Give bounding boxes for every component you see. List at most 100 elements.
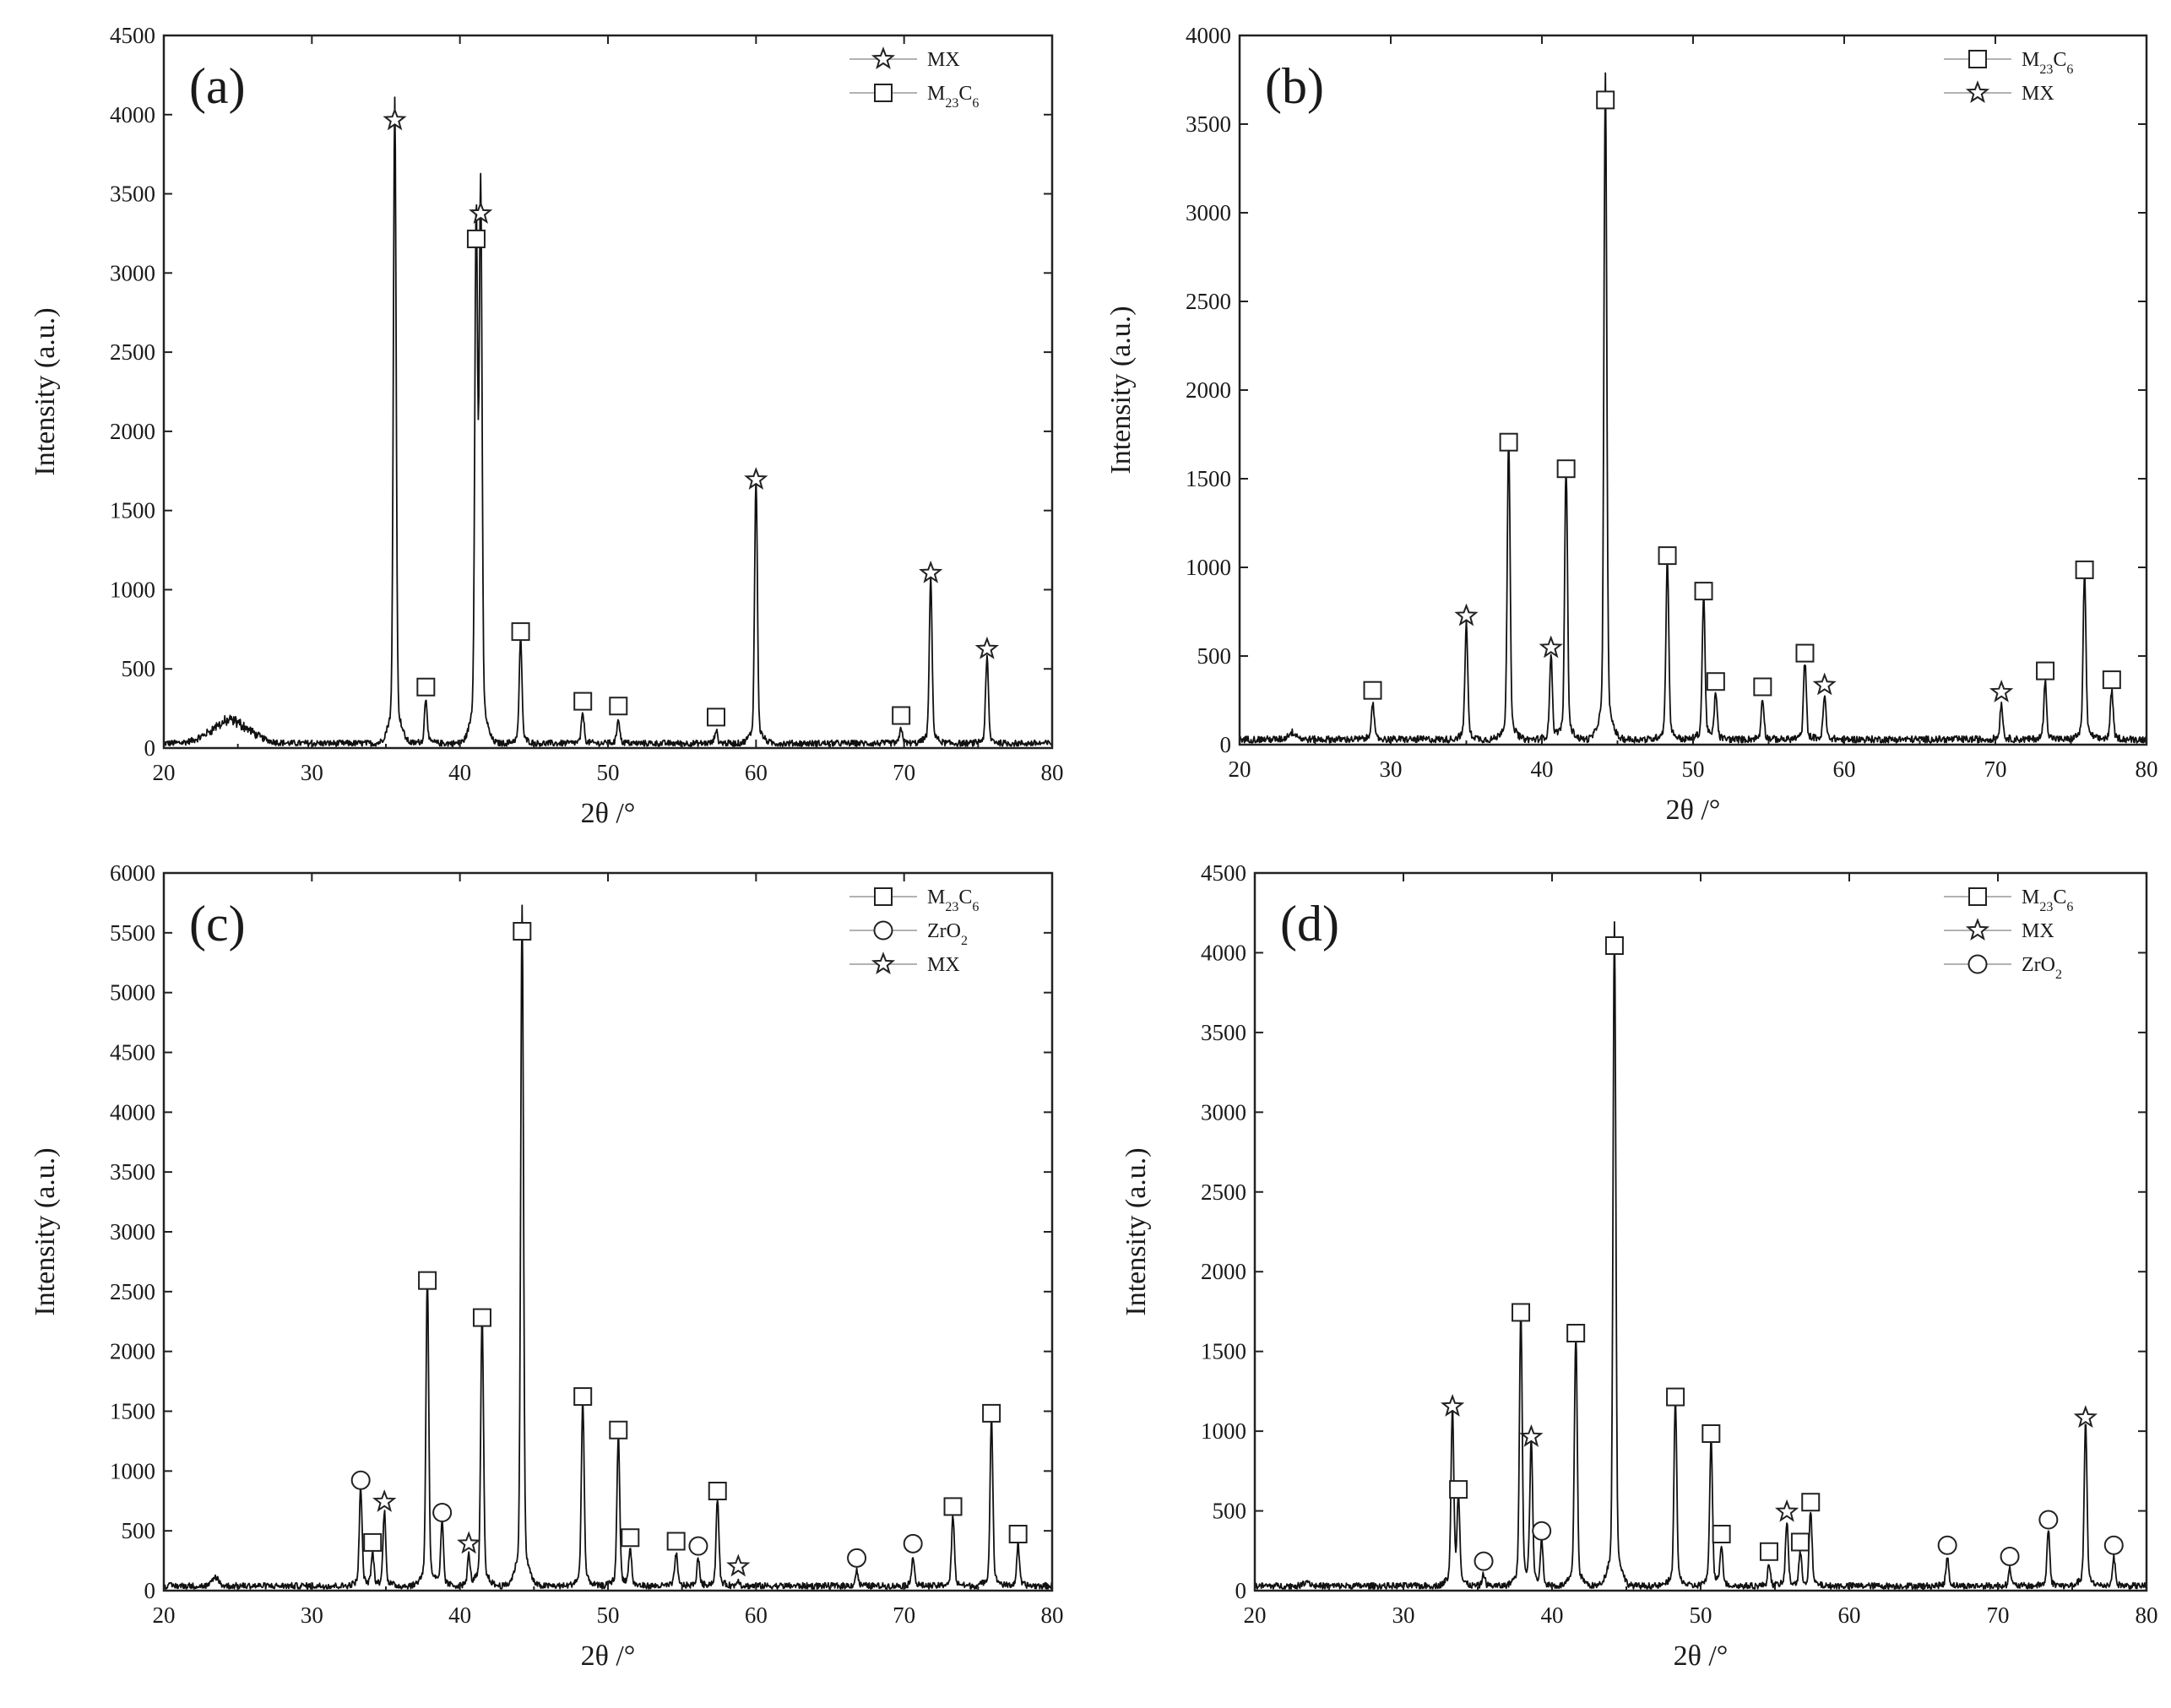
xrd-panel: 20 30 40 50 60 70 80 0 500 1000 1500 2000 2500 3000 35… [30,860,1064,1672]
legend-symbol-star [1965,80,1990,104]
y-tick-label: 3000 [110,260,155,285]
y-tick-label: 1000 [110,577,155,602]
y-tick-label: 2500 [1201,1179,1246,1205]
y-tick-label: 2500 [110,339,155,365]
peak-marker-square [1666,1387,1685,1407]
panel-label: (c) [189,896,246,952]
peak-marker-star [372,1488,397,1512]
y-tick-label: 2000 [1186,377,1231,403]
y-tick-label: 0 [1235,1578,1247,1603]
legend-symbol-circle [1967,954,1988,974]
peak-marker-circle [2038,1510,2059,1530]
peak-marker-square [1706,672,1725,691]
peak-marker-circle [2103,1535,2124,1555]
plot-frame [162,34,1054,750]
y-tick-label: 1000 [110,1458,155,1483]
y-tick-label: 4000 [1186,23,1231,48]
peak-marker-square [472,1308,491,1327]
legend-symbol-square [874,887,893,906]
legend-label: M23C6 [927,887,979,914]
peak-marker-square [2075,560,2094,579]
legend-label: MX [2022,920,2054,942]
legend-label: MX [927,954,960,976]
y-tick-label: 2000 [1201,1259,1246,1284]
peak-marker-star [469,201,493,225]
y-tick-label: 1500 [110,498,155,523]
xrd-panel: 20 30 40 50 60 70 80 0 500 1000 1500 2000 2500 3000 35… [30,23,1064,829]
peak-marker-square [573,1387,593,1407]
legend-label: M23C6 [2022,887,2073,914]
y-tick-label: 1500 [1201,1339,1246,1364]
peak-marker-square [1449,1480,1468,1499]
peak-marker-square [1556,459,1576,479]
peak-marker-star [1454,603,1479,626]
diffraction-pattern-line [1239,72,2147,744]
x-tick-label: 30 [301,760,323,785]
peak-marker-square [1790,1532,1810,1552]
peak-marker-circle [432,1503,453,1522]
legend: M23C6 MX ZrO2 [1944,887,2073,982]
x-axis-label: 2θ /° [1666,794,1721,826]
peak-marker-square [609,1420,628,1440]
x-tick-label: 60 [1833,756,1856,782]
peak-marker-square [1759,1542,1778,1561]
peak-marker-square [466,229,486,248]
peak-marker-square [706,708,725,727]
x-tick-label: 30 [1380,756,1403,782]
peak-marker-circle [688,1536,708,1556]
x-tick-label: 80 [1041,760,1064,785]
y-axis-label: Intensity (a.u.) [30,307,61,475]
y-tick-label: 0 [144,1578,156,1603]
legend-label: ZrO2 [2022,954,2062,982]
legend-symbol-circle [873,920,893,941]
x-tick-label: 20 [1244,1602,1267,1628]
legend-symbol-star [1965,918,1990,941]
peak-marker-square [2036,661,2055,680]
peak-marker-star [2073,1405,2098,1429]
peak-marker-square [892,706,911,725]
panel-label: (b) [1265,58,1324,114]
peak-marker-square [573,691,593,711]
y-tick-label: 6000 [110,860,155,886]
y-tick-label: 3500 [110,182,155,207]
peak-marker-circle [1937,1535,1957,1555]
peak-marker-square [621,1528,640,1548]
diffraction-pattern-line [163,904,1053,1590]
x-tick-label: 40 [448,760,471,785]
peak-marker-square [1801,1493,1821,1512]
peak-marker-square [1658,546,1677,566]
peak-marker-square [2102,670,2121,690]
peak-marker-star [1774,1499,1799,1522]
peak-marker-star [1812,672,1837,696]
peak-marker-square [1795,643,1815,663]
y-tick-label: 5500 [110,920,155,946]
peak-marker-square [1499,432,1518,452]
panel-label: (a) [189,58,246,114]
peak-marker-star [726,1553,751,1577]
y-tick-label: 500 [122,656,156,681]
x-tick-label: 60 [745,1602,768,1628]
peak-marker-square [363,1532,383,1552]
peak-marker-star [457,1531,481,1554]
y-axis-label: Intensity (a.u.) [1121,1147,1152,1315]
legend: M23C6 ZrO2 MX [849,887,979,976]
peak-marker-star [383,107,407,131]
peak-marker-circle [1474,1551,1494,1571]
plot-frame [162,871,1054,1592]
y-tick-label: 1000 [1186,555,1231,580]
peak-marker-square [1596,90,1615,110]
x-axis-label: 2θ /° [581,798,636,829]
y-tick-label: 3000 [110,1219,155,1244]
x-tick-label: 60 [745,760,768,785]
y-tick-label: 3000 [1186,200,1231,225]
peak-marker-star [919,560,943,583]
y-tick-label: 1000 [1201,1418,1246,1444]
x-tick-label: 70 [1984,756,2007,782]
y-tick-label: 4500 [1201,860,1246,886]
peak-marker-star [1989,679,2014,702]
diffraction-pattern-line [163,96,1053,747]
y-tick-label: 4500 [110,1040,155,1065]
x-axis-label: 2θ /° [1674,1640,1729,1672]
x-tick-label: 80 [2136,756,2158,782]
